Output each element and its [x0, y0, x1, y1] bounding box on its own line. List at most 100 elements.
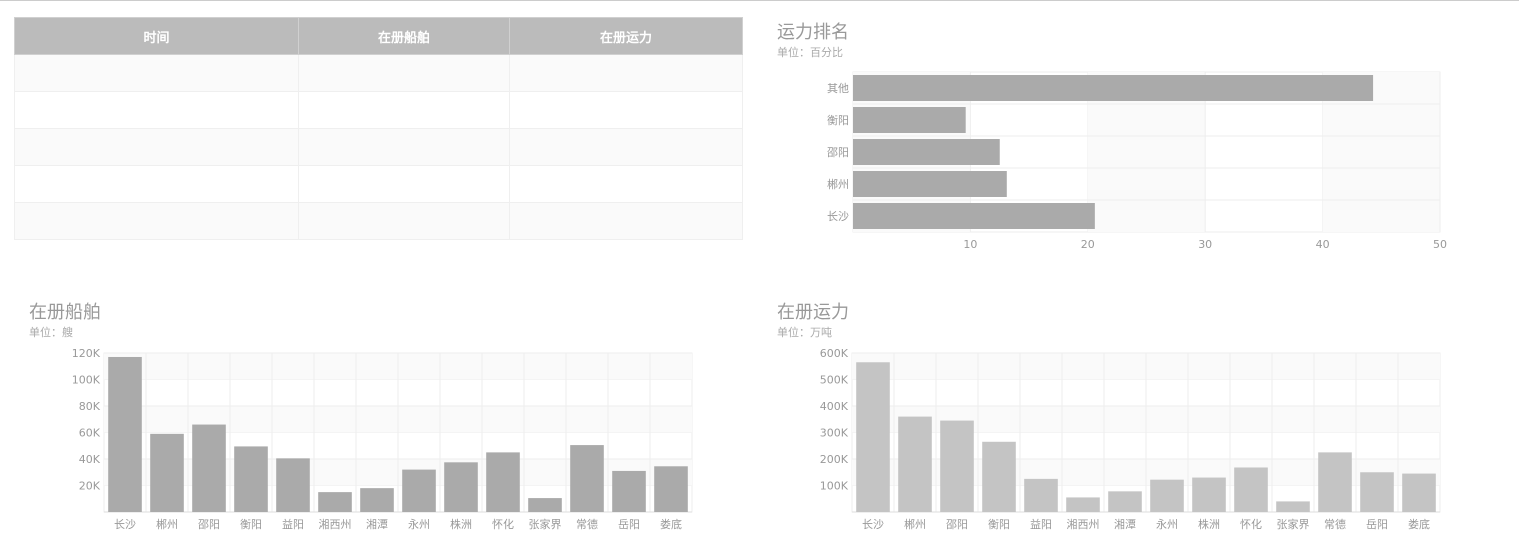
x-tick-label: 湘西州 [1067, 517, 1100, 531]
bar [853, 171, 1007, 197]
x-tick-label: 张家界 [529, 517, 562, 531]
table-cell [14, 202, 299, 240]
x-tick-label: 常德 [576, 517, 598, 531]
x-tick-label: 湘潭 [1114, 517, 1136, 531]
x-tick-label: 岳阳 [618, 518, 640, 531]
x-tick-label: 怀化 [492, 517, 514, 531]
bar [1192, 477, 1226, 512]
y-tick-label: 300K [820, 427, 849, 440]
table-cell [298, 165, 510, 203]
ranking-chart-subtitle: 单位：百分比 [777, 46, 843, 59]
x-tick-label: 永州 [408, 517, 430, 531]
table-cell [509, 128, 743, 166]
x-tick-label: 张家界 [1277, 517, 1310, 531]
x-tick-label: 株洲 [1198, 517, 1220, 531]
y-tick-label: 600K [820, 347, 849, 360]
y-tick-label: 郴州 [827, 177, 849, 191]
x-tick-label: 40 [1316, 238, 1330, 251]
x-tick-label: 邵阳 [198, 518, 220, 531]
x-tick-label: 永州 [1156, 517, 1178, 531]
y-tick-label: 500K [820, 374, 849, 387]
x-tick-label: 郴州 [904, 517, 926, 531]
column-header-time[interactable]: 时间 [14, 17, 299, 55]
table-row [14, 202, 743, 240]
bar [982, 441, 1016, 512]
capacity-chart-title: 在册运力 [777, 302, 849, 323]
x-tick-label: 长沙 [862, 518, 884, 531]
bar [528, 498, 562, 512]
bar [150, 433, 184, 512]
table-row [14, 165, 743, 203]
table-cell [298, 202, 510, 240]
y-tick-label: 400K [820, 400, 849, 413]
bar [1066, 497, 1100, 512]
y-tick-label: 衡阳 [827, 114, 849, 127]
y-tick-label: 120K [72, 347, 101, 360]
table-row [14, 128, 743, 166]
x-tick-label: 湘潭 [366, 517, 388, 531]
table-cell [14, 54, 299, 92]
table-cell [509, 165, 743, 203]
x-tick-label: 50 [1433, 238, 1447, 251]
bar [402, 469, 436, 512]
bar [1276, 501, 1310, 512]
ranking-chart-title: 运力排名 [777, 22, 849, 43]
x-tick-label: 20 [1081, 238, 1095, 251]
x-tick-label: 湘西州 [319, 517, 352, 531]
bar [318, 492, 352, 512]
ships-chart-title: 在册船舶 [29, 302, 101, 323]
bar [1234, 467, 1268, 512]
y-tick-label: 20K [79, 480, 101, 493]
bar [853, 75, 1374, 101]
bar [1150, 479, 1184, 512]
x-tick-label: 岳阳 [1366, 518, 1388, 531]
bar [108, 356, 142, 512]
y-tick-label: 其他 [827, 82, 849, 95]
bar [1402, 473, 1436, 512]
y-tick-label: 200K [820, 453, 849, 466]
x-tick-label: 常德 [1324, 517, 1346, 531]
bar [486, 452, 520, 512]
bar [1108, 491, 1142, 512]
table-cell [509, 202, 743, 240]
y-tick-label: 60K [79, 427, 101, 440]
bar [192, 424, 226, 512]
bar [853, 139, 1000, 165]
bar [1360, 472, 1394, 512]
table-cell [509, 91, 743, 129]
x-tick-label: 娄底 [1408, 517, 1430, 531]
x-tick-label: 益阳 [282, 517, 304, 531]
bar [898, 416, 932, 512]
bar [360, 488, 394, 512]
bar [234, 446, 268, 512]
data-table: 时间 在册船舶 在册运力 [14, 17, 743, 240]
bar [1024, 478, 1058, 512]
bar [276, 458, 310, 512]
y-tick-label: 邵阳 [827, 146, 849, 159]
bar [570, 445, 604, 512]
y-tick-label: 100K [72, 374, 101, 387]
bar [940, 420, 974, 512]
x-tick-label: 郴州 [156, 517, 178, 531]
table-cell [14, 91, 299, 129]
x-tick-label: 10 [963, 238, 977, 251]
bar [612, 470, 646, 512]
x-tick-label: 株洲 [450, 517, 472, 531]
bar [853, 107, 966, 133]
x-tick-label: 怀化 [1240, 517, 1262, 531]
ships-chart-subtitle: 单位：艘 [29, 326, 73, 339]
x-tick-label: 长沙 [114, 518, 136, 531]
table-header-row: 时间 在册船舶 在册运力 [14, 17, 743, 55]
bar [654, 466, 688, 512]
x-tick-label: 30 [1198, 238, 1212, 251]
x-tick-label: 娄底 [660, 517, 682, 531]
bar [853, 203, 1095, 229]
bar [1318, 452, 1352, 512]
y-tick-label: 100K [820, 480, 849, 493]
y-tick-label: 40K [79, 453, 101, 466]
bar [856, 362, 890, 512]
x-tick-label: 衡阳 [988, 518, 1010, 531]
